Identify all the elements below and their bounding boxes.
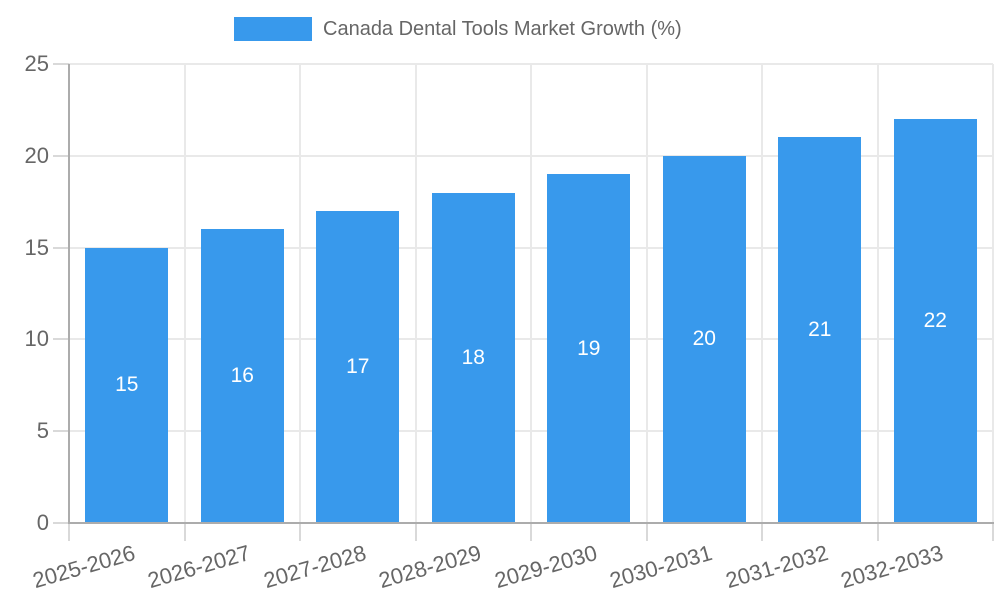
x-tick (299, 523, 301, 541)
v-gridline (761, 64, 763, 523)
bar[interactable] (893, 119, 977, 522)
v-gridline (530, 64, 532, 523)
v-gridline (414, 64, 417, 523)
y-tick-label: 5 (36, 418, 49, 444)
legend-label: Canada Dental Tools Market Growth (%) (323, 17, 682, 40)
x-tick (183, 523, 186, 541)
y-tick (53, 522, 69, 524)
y-tick-label: 25 (24, 51, 49, 76)
bar[interactable] (778, 137, 862, 522)
bar[interactable] (85, 247, 169, 522)
x-tick (761, 523, 763, 541)
bar[interactable] (316, 210, 400, 522)
bar[interactable] (547, 174, 631, 522)
v-gridline (183, 64, 186, 523)
legend[interactable]: Canada Dental Tools Market Growth (%) (234, 17, 682, 41)
legend-swatch-icon (234, 17, 312, 41)
y-tick (53, 63, 69, 65)
y-tick-label: 15 (24, 234, 49, 260)
y-tick (53, 338, 69, 341)
x-tick (530, 523, 532, 541)
x-tick (414, 523, 417, 541)
y-tick-label: 20 (24, 142, 49, 168)
y-tick (53, 430, 69, 433)
v-gridline (645, 64, 648, 523)
y-tick-label: 10 (24, 326, 49, 352)
v-gridline (992, 64, 994, 523)
y-tick (53, 246, 69, 249)
bar[interactable] (200, 229, 284, 522)
bar[interactable] (431, 192, 515, 522)
v-gridline (876, 64, 879, 523)
y-axis-line (68, 64, 70, 524)
y-tick (53, 154, 69, 157)
x-axis-line (68, 522, 994, 524)
bar[interactable] (662, 155, 746, 522)
v-gridline (299, 64, 301, 523)
y-tick-label: 0 (36, 510, 49, 535)
x-tick (68, 523, 70, 541)
x-tick (876, 523, 879, 541)
x-tick (645, 523, 648, 541)
x-tick (992, 523, 994, 541)
